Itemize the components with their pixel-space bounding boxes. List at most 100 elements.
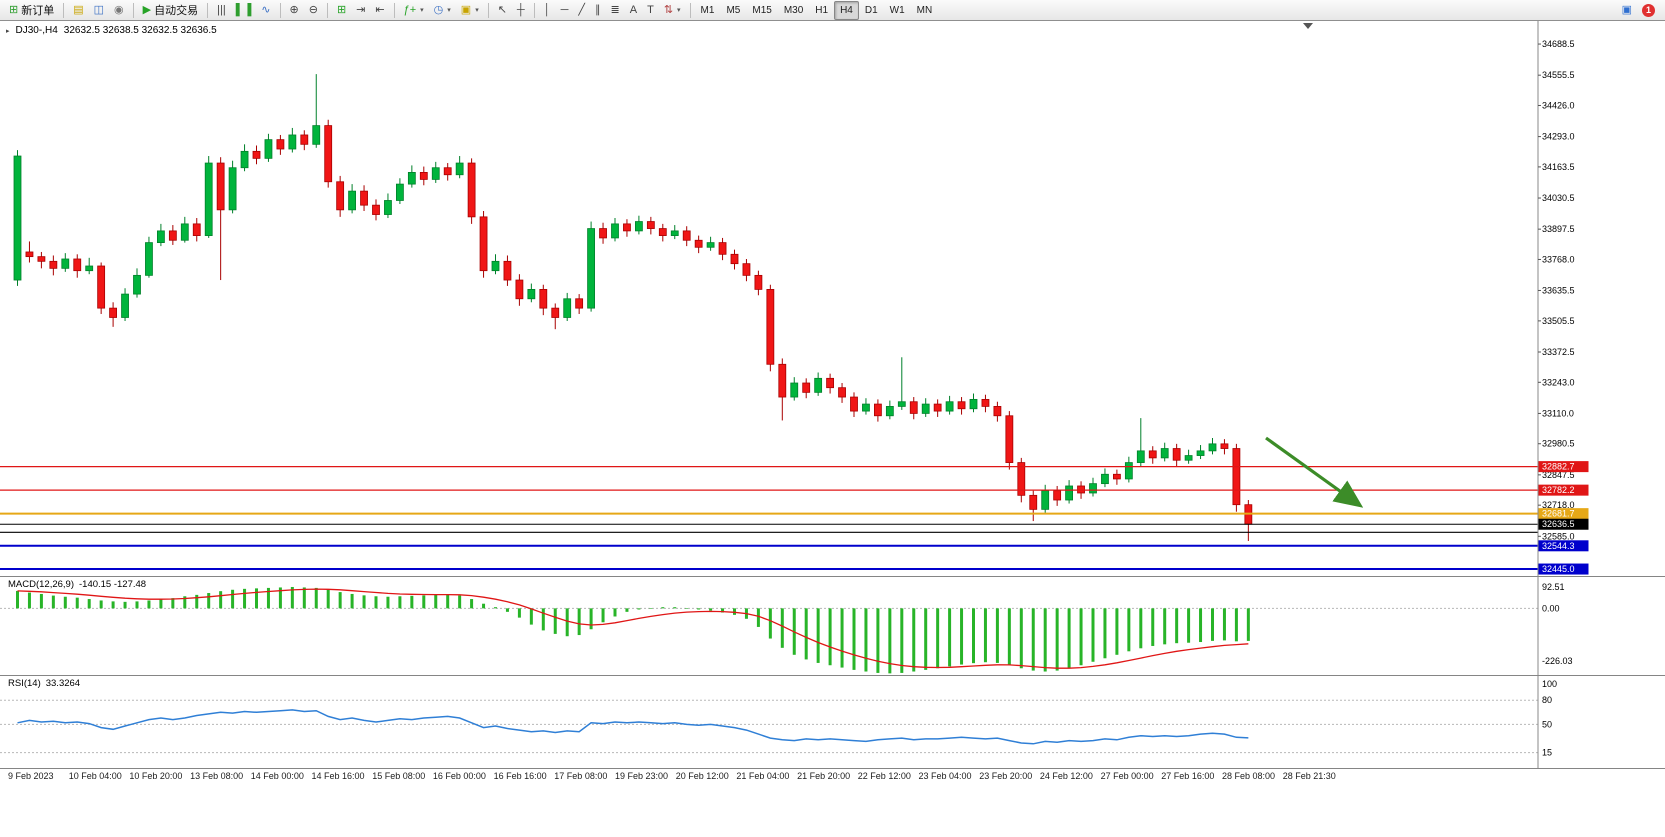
- price-tick-label: 33505.5: [1542, 316, 1575, 326]
- price-badge: [1538, 518, 1589, 530]
- chart-shift-button[interactable]: ⇤: [370, 1, 389, 20]
- text-label-button[interactable]: T: [642, 1, 659, 20]
- timeframe-button-m30[interactable]: M30: [783, 4, 804, 16]
- candle-body: [252, 150, 261, 159]
- candle-body: [204, 162, 213, 236]
- tile-windows-icon: ⊞: [336, 3, 347, 16]
- macd-bar: [1234, 608, 1238, 642]
- candle-body: [431, 167, 440, 180]
- macd-bar: [1222, 608, 1226, 641]
- macd-bar: [661, 607, 665, 609]
- macd-bar: [577, 608, 581, 636]
- candle-body: [1017, 462, 1026, 496]
- crosshair-button[interactable]: ┼: [512, 1, 530, 20]
- toolbar-separator: [533, 2, 535, 18]
- candle-body: [814, 377, 823, 393]
- macd-bar: [756, 608, 760, 627]
- candle-body: [1005, 415, 1014, 463]
- community-button[interactable]: ▣: [1617, 1, 1637, 20]
- tile-windows-button[interactable]: ⊞: [332, 1, 351, 20]
- price-tick-label: 34163.5: [1542, 162, 1575, 172]
- time-axis-label: 13 Feb 08:00: [190, 771, 244, 781]
- price-badge: [1538, 563, 1589, 575]
- panel-separator[interactable]: [0, 576, 1665, 577]
- fibonacci-button[interactable]: ≣: [606, 1, 625, 20]
- price-badge-label: 32445.0: [1542, 564, 1575, 574]
- line-chart-button[interactable]: ∿: [256, 1, 275, 20]
- price-tick-label: 34688.5: [1542, 39, 1575, 49]
- price-tick-label: 32718.0: [1542, 500, 1575, 510]
- timeframe-button-d1[interactable]: D1: [864, 4, 878, 16]
- time-axis-label: 20 Feb 12:00: [675, 771, 729, 781]
- time-axis-label: 24 Feb 12:00: [1039, 771, 1093, 781]
- rsi-panel-canvas[interactable]: 100 80 50 15: [0, 676, 1665, 768]
- zoom-out-button[interactable]: ⊖: [304, 1, 323, 20]
- macd-panel-canvas[interactable]: 92.51 0.00 -226.03: [0, 577, 1665, 675]
- macd-axis-label: 0.00: [1542, 603, 1560, 613]
- macd-bar: [1127, 608, 1131, 652]
- candle-body: [384, 200, 392, 215]
- navigator-button[interactable]: ◫: [89, 1, 109, 20]
- macd-bar: [338, 592, 342, 609]
- timeframe-button-w1[interactable]: W1: [889, 4, 905, 16]
- candle-body: [145, 242, 153, 276]
- time-axis-label: 28 Feb 21:30: [1282, 771, 1336, 781]
- time-axis-label: 14 Feb 00:00: [250, 771, 304, 781]
- price-tick-label: 33635.5: [1542, 285, 1575, 295]
- timeframe-button-h1[interactable]: H1: [815, 4, 829, 16]
- trend-arrow[interactable]: [1265, 436, 1364, 508]
- candle-body: [1077, 485, 1085, 494]
- rsi-label: RSI(14) 33.3264: [8, 678, 80, 689]
- time-axis-label: 21 Feb 20:00: [797, 771, 851, 781]
- auto-scroll-button[interactable]: ⇥: [351, 1, 370, 20]
- time-axis-label: 28 Feb 08:00: [1222, 771, 1276, 781]
- macd-bar: [972, 608, 975, 664]
- candle-body: [1232, 448, 1241, 506]
- candle-body: [826, 377, 834, 389]
- time-axis[interactable]: 9 Feb 2023 10 Feb 04:00 10 Feb 20:00 13 Feb…: [0, 769, 1665, 787]
- candlestick-chart-button[interactable]: ▌▐: [231, 1, 257, 20]
- time-axis-label: 27 Feb 00:00: [1100, 771, 1154, 781]
- rsi-axis-label: 80: [1542, 695, 1552, 705]
- macd-bar: [804, 608, 808, 660]
- text-button[interactable]: A: [625, 1, 642, 20]
- macd-bar: [482, 603, 486, 609]
- panel-separator[interactable]: [0, 768, 1665, 769]
- vertical-line-button[interactable]: │: [539, 1, 556, 20]
- periods-dropdown[interactable]: ◷ ▾: [429, 1, 456, 20]
- timeframe-button-m5[interactable]: M5: [726, 4, 741, 16]
- market-watch-button[interactable]: ▤: [68, 1, 88, 20]
- zoom-in-button[interactable]: ⊕: [285, 1, 304, 20]
- horizontal-line-button[interactable]: ─: [556, 1, 574, 20]
- macd-bar: [147, 600, 151, 609]
- candle-body: [969, 398, 978, 410]
- arrows-dropdown[interactable]: ⇅ ▾: [659, 1, 686, 20]
- candle-body: [981, 398, 990, 407]
- macd-bar: [517, 608, 521, 618]
- candle-body: [73, 258, 82, 272]
- templates-dropdown[interactable]: ▣ ▾: [456, 1, 484, 20]
- price-chart-canvas[interactable]: 34688.5 34555.5 34426.0 34293.0 34163.5 34030…: [0, 21, 1665, 577]
- chevron-down-icon: ▾: [677, 7, 681, 14]
- chart-shift-marker-icon[interactable]: [1303, 23, 1313, 29]
- panel-separator[interactable]: [0, 675, 1665, 676]
- equidistant-channel-button[interactable]: ∥: [590, 1, 606, 20]
- price-badge: [1538, 540, 1589, 552]
- candle-body: [658, 228, 667, 236]
- trendline-button[interactable]: ╱: [573, 1, 590, 20]
- new-order-button[interactable]: ⊞ 新订单: [4, 1, 59, 20]
- price-scale[interactable]: 34688.5 34555.5 34426.0 34293.0 34163.5 34030…: [1537, 21, 1589, 577]
- timeframe-button-m15[interactable]: M15: [752, 4, 772, 16]
- candle-body: [515, 279, 524, 300]
- timeframe-button-mn[interactable]: MN: [916, 4, 933, 16]
- autotrading-button[interactable]: ▶ 自动交易: [138, 1, 203, 20]
- bar-chart-button[interactable]: |||: [212, 1, 231, 20]
- timeframe-button-m1[interactable]: M1: [700, 4, 715, 16]
- notification-badge[interactable]: 1: [1642, 3, 1655, 17]
- indicators-dropdown[interactable]: ƒ+ ▾: [399, 1, 429, 20]
- terminal-button[interactable]: ◉: [109, 1, 129, 20]
- chevron-down-icon: ▾: [420, 7, 424, 14]
- timeframe-button-h4[interactable]: H4: [834, 0, 859, 20]
- cursor-button[interactable]: ↖: [493, 1, 512, 20]
- candle-body: [539, 289, 548, 309]
